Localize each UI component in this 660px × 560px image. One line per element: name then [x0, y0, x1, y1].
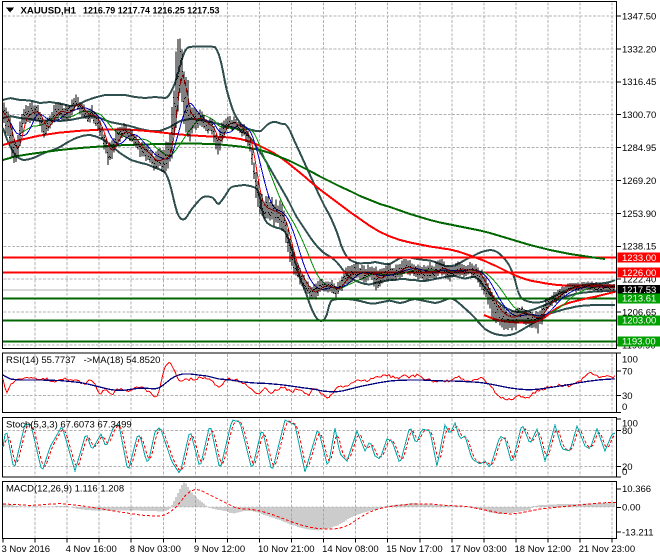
- svg-text:1300.70: 1300.70: [622, 110, 656, 121]
- svg-text:1226.00: 1226.00: [622, 268, 656, 279]
- svg-text:1222.40: 1222.40: [622, 275, 656, 286]
- svg-text:14 Nov 08:00: 14 Nov 08:00: [322, 544, 379, 555]
- svg-text:100: 100: [622, 418, 638, 429]
- svg-text:-13.211: -13.211: [622, 527, 654, 538]
- svg-text:10 Nov 21:00: 10 Nov 21:00: [258, 544, 315, 555]
- svg-text:30: 30: [622, 391, 633, 402]
- svg-text:1253.90: 1253.90: [622, 209, 656, 220]
- svg-text:15 Nov 17:00: 15 Nov 17:00: [386, 544, 443, 555]
- svg-text:70: 70: [622, 366, 633, 377]
- svg-text:100: 100: [622, 354, 638, 365]
- svg-text:1347.50: 1347.50: [622, 11, 656, 22]
- svg-text:1217.53: 1217.53: [622, 285, 656, 296]
- svg-text:1316.45: 1316.45: [622, 77, 656, 88]
- svg-text:1213.61: 1213.61: [622, 294, 656, 305]
- svg-text:10.366: 10.366: [622, 484, 651, 495]
- svg-text:1332.20: 1332.20: [622, 44, 656, 55]
- svg-text:RSI(14) 55.7737 ->MA(18) 54.: RSI(14) 55.7737 ->MA(18) 54.8520: [6, 355, 160, 366]
- svg-text:1216.79 1217.74 1216.25 1217.5: 1216.79 1217.74 1216.25 1217.53: [83, 6, 220, 16]
- svg-text:1193.00: 1193.00: [622, 337, 656, 348]
- svg-text:XAUUSD,H1: XAUUSD,H1: [21, 6, 77, 16]
- svg-text:20: 20: [622, 462, 633, 473]
- svg-text:18 Nov 12:00: 18 Nov 12:00: [515, 544, 572, 555]
- svg-text:1238.15: 1238.15: [622, 242, 656, 253]
- svg-text:0: 0: [622, 402, 627, 413]
- svg-text:0.00: 0.00: [622, 503, 641, 514]
- svg-text:1206.65: 1206.65: [622, 308, 656, 319]
- svg-text:1269.20: 1269.20: [622, 176, 656, 187]
- svg-text:8 Nov 03:00: 8 Nov 03:00: [130, 544, 181, 555]
- svg-text:17 Nov 03:00: 17 Nov 03:00: [450, 544, 507, 555]
- svg-text:21 Nov 23:00: 21 Nov 23:00: [579, 544, 636, 555]
- svg-text:Stoch(5,3,3) 67.6073 67.3499: Stoch(5,3,3) 67.6073 67.3499: [6, 420, 132, 431]
- svg-text:3 Nov 2016: 3 Nov 2016: [2, 544, 51, 555]
- svg-text:1233.00: 1233.00: [622, 253, 656, 264]
- svg-text:4 Nov 16:00: 4 Nov 16:00: [66, 544, 117, 555]
- svg-text:MACD(12,26,9) 1.116 1.208: MACD(12,26,9) 1.116 1.208: [6, 484, 124, 495]
- svg-text:0: 0: [622, 467, 627, 478]
- svg-text:1284.95: 1284.95: [622, 143, 656, 154]
- svg-text:9 Nov 12:00: 9 Nov 12:00: [194, 544, 245, 555]
- svg-text:1203.00: 1203.00: [622, 316, 656, 327]
- svg-text:80: 80: [622, 426, 633, 437]
